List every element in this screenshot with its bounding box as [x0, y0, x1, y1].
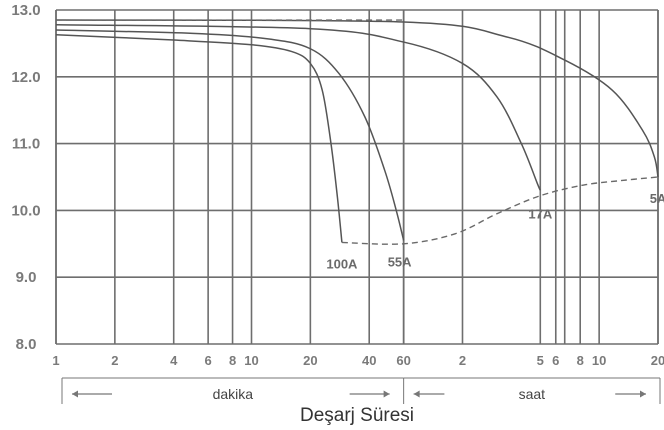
x-axis-title: Deşarj Süresi	[300, 405, 414, 426]
x-axis-ticks: 1 2 4 6 8 10 20 40 60 2 5 6 8 10 20	[52, 353, 664, 368]
curve-55a	[55, 29, 405, 241]
x-tick-label: 20	[303, 353, 317, 368]
left-arrow-icon	[72, 390, 78, 398]
y-tick-label: 10.0	[11, 202, 40, 219]
unit-bands: dakika saat	[61, 377, 661, 404]
curve-17a	[55, 23, 541, 191]
x-tick-label: 60	[396, 353, 410, 368]
curve-5a	[55, 19, 659, 178]
curves	[55, 19, 659, 245]
dashed-line-1	[341, 176, 659, 245]
x-tick-label: 4	[170, 353, 178, 368]
x-tick-label: 6	[205, 353, 212, 368]
x-tick-label: 1	[52, 353, 59, 368]
x-tick-label: 40	[362, 353, 376, 368]
y-tick-label: 11.0	[12, 136, 40, 153]
x-tick-label: 5	[537, 353, 544, 368]
right-arrow-icon	[383, 390, 390, 398]
curve-label-55a: 55A	[388, 254, 412, 269]
y-tick-label: 13.0	[11, 2, 40, 19]
x-tick-label: 2	[459, 353, 466, 368]
grid	[55, 9, 659, 345]
y-tick-label: 9.0	[16, 269, 37, 286]
x-tick-label: 8	[229, 353, 236, 368]
curve-100a	[55, 33, 343, 243]
curve-labels: 100A 55A 17A 5A	[326, 191, 664, 271]
curve-label-100a: 100A	[326, 256, 358, 271]
curve-label-17a: 17A	[528, 206, 552, 221]
curve-label-5a: 5A	[650, 191, 664, 206]
band-label-dakika: dakika	[213, 386, 254, 402]
y-axis-ticks: 8.0 9.0 10.0 11.0 12.0 13.0	[11, 2, 40, 353]
x-tick-label: 2	[111, 353, 118, 368]
y-tick-label: 12.0	[11, 69, 40, 86]
left-arrow-icon	[413, 390, 420, 398]
x-tick-label: 10	[592, 353, 606, 368]
x-tick-label: 20	[651, 353, 664, 368]
y-tick-label: 8.0	[16, 336, 37, 353]
x-tick-label: 6	[552, 353, 559, 368]
band-label-saat: saat	[519, 386, 546, 402]
x-tick-label: 10	[244, 353, 258, 368]
right-arrow-icon	[640, 390, 646, 398]
x-tick-label: 8	[577, 353, 584, 368]
